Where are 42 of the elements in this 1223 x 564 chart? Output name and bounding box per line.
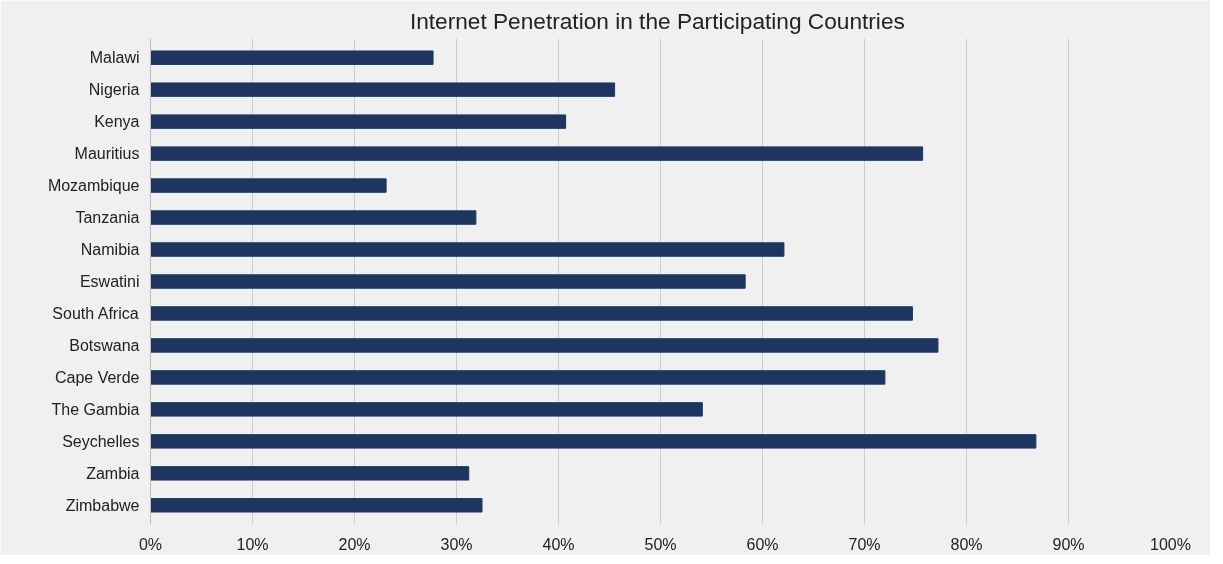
y-tick-label: Cape Verde xyxy=(54,368,140,386)
y-tick-label: Mozambique xyxy=(47,177,140,195)
bar xyxy=(150,178,387,193)
x-tick-label: 20% xyxy=(338,535,371,553)
x-tick-label: 0% xyxy=(138,535,163,553)
bar xyxy=(150,210,477,225)
x-tick-label: 80% xyxy=(950,535,983,553)
bar xyxy=(150,466,470,481)
bar xyxy=(150,306,913,321)
bar xyxy=(150,50,434,65)
bar xyxy=(150,338,939,353)
chart-title: Internet Penetration in the Participating Countries xyxy=(409,7,905,34)
bar xyxy=(150,402,703,417)
bar xyxy=(150,242,785,257)
bar xyxy=(150,434,1037,449)
x-tick-label: 60% xyxy=(746,535,779,553)
y-tick-label: Botswana xyxy=(69,336,140,354)
x-tick-label: 100% xyxy=(1150,535,1191,553)
x-tick-label: 70% xyxy=(848,535,881,553)
x-tick-label: 90% xyxy=(1052,535,1085,553)
x-tick-label: 40% xyxy=(542,535,575,553)
x-tick-label: 10% xyxy=(236,535,269,553)
bar xyxy=(150,370,886,385)
y-tick-label: Zimbabwe xyxy=(65,496,140,514)
y-tick-label: Mauritius xyxy=(74,145,140,163)
y-tick-label: Namibia xyxy=(80,241,140,259)
y-tick-label: Zambia xyxy=(86,464,140,482)
y-tick-label: Eswatini xyxy=(79,273,140,290)
bar xyxy=(150,498,483,513)
y-tick-label: Nigeria xyxy=(88,81,140,99)
x-tick-label: 50% xyxy=(644,535,677,553)
y-tick-label: Tanzania xyxy=(75,209,140,227)
y-tick-label: Malawi xyxy=(89,49,140,67)
x-tick-label: 30% xyxy=(440,535,473,553)
y-tick-label: Kenya xyxy=(94,113,140,131)
y-tick-label: Seychelles xyxy=(62,432,140,450)
bar xyxy=(150,274,746,289)
bar xyxy=(150,114,567,129)
bar xyxy=(150,146,924,161)
y-tick-label: South Africa xyxy=(52,304,139,322)
bar xyxy=(150,82,616,97)
y-tick-label: The Gambia xyxy=(51,400,140,418)
